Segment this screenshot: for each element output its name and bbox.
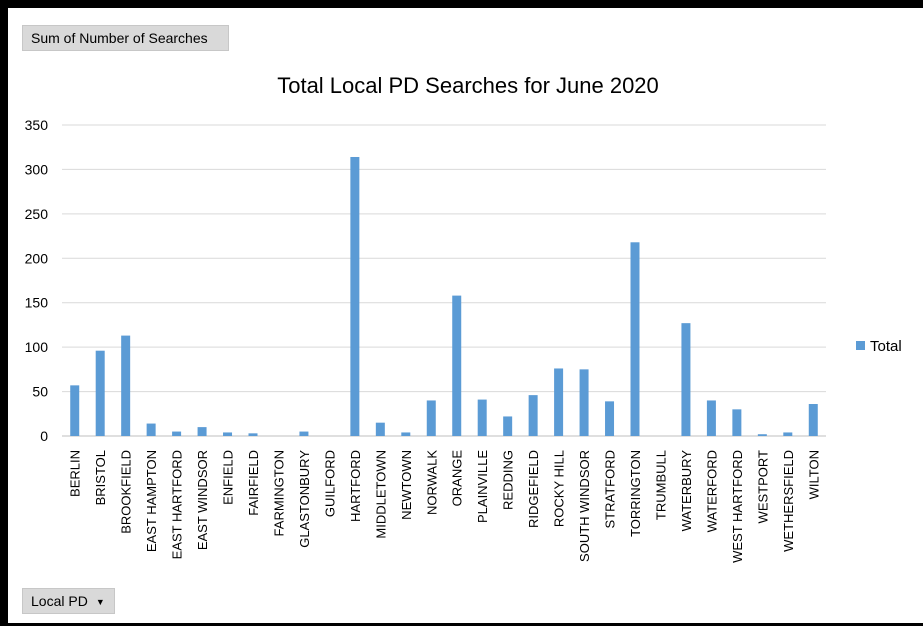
x-tick-label: WESTPORT bbox=[755, 450, 770, 523]
x-tick-label: HARTFORD bbox=[348, 450, 363, 522]
bars bbox=[70, 156, 818, 436]
chart-title: Total Local PD Searches for June 2020 bbox=[277, 73, 659, 98]
x-tick-label: BROOKFIELD bbox=[119, 450, 134, 534]
bar bbox=[452, 295, 462, 436]
x-tick-label: STRATFORD bbox=[603, 450, 618, 528]
bar bbox=[630, 242, 640, 436]
x-tick-label: NORWALK bbox=[424, 450, 439, 515]
bar-chart: 0 50 100 150 200 250 300 350 BERLIN BRISTOL BROOK… bbox=[25, 73, 902, 563]
y-tick-label: 250 bbox=[25, 206, 49, 222]
legend-swatch bbox=[856, 341, 865, 350]
x-tick-label: SOUTH WINDSOR bbox=[577, 450, 592, 562]
axis-field-filter-button[interactable]: Local PD ▼ bbox=[22, 588, 115, 614]
x-axis-ticks: BERLIN BRISTOL BROOKFIELD EAST HAMPTON EAST … bbox=[68, 450, 822, 563]
x-tick-label: EAST HAMPTON bbox=[144, 450, 159, 552]
x-tick-label: GLASTONBURY bbox=[297, 450, 312, 548]
bar bbox=[172, 431, 182, 436]
x-tick-label: BRISTOL bbox=[93, 450, 108, 505]
x-tick-label: ROCKY HILL bbox=[552, 450, 567, 527]
y-tick-label: 300 bbox=[25, 161, 49, 177]
x-tick-label: EAST WINDSOR bbox=[195, 450, 210, 550]
bar bbox=[579, 369, 589, 436]
bar bbox=[146, 423, 156, 436]
x-tick-label: RIDGEFIELD bbox=[526, 450, 541, 528]
bar bbox=[808, 404, 818, 436]
x-tick-label: WETHERSFIELD bbox=[781, 450, 796, 552]
x-tick-label: GUILFORD bbox=[322, 450, 337, 517]
x-tick-label: FARMINGTON bbox=[271, 450, 286, 536]
bar bbox=[95, 350, 105, 436]
y-tick-label: 200 bbox=[25, 250, 49, 266]
bar bbox=[401, 432, 411, 436]
bar bbox=[477, 399, 487, 436]
x-tick-label: WATERFORD bbox=[704, 450, 719, 532]
chart-area: 0 50 100 150 200 250 300 350 BERLIN BRISTOL BROOK… bbox=[8, 8, 923, 623]
bar bbox=[197, 427, 207, 436]
bar bbox=[528, 395, 538, 436]
y-tick-label: 100 bbox=[25, 339, 49, 355]
x-tick-label: NEWTOWN bbox=[399, 450, 414, 520]
x-tick-label: FAIRFIELD bbox=[246, 450, 261, 516]
value-field-button[interactable]: Sum of Number of Searches bbox=[22, 25, 229, 51]
bar bbox=[223, 432, 233, 436]
dropdown-arrow-icon[interactable]: ▼ bbox=[95, 597, 105, 608]
x-tick-label: EAST HARTFORD bbox=[170, 450, 185, 559]
y-tick-label: 0 bbox=[40, 428, 48, 444]
bar bbox=[681, 323, 691, 436]
x-tick-label: MIDDLETOWN bbox=[373, 450, 388, 539]
bar bbox=[350, 156, 360, 436]
gridlines bbox=[62, 124, 826, 437]
x-tick-label: ORANGE bbox=[450, 450, 465, 507]
axis-field-label: Local PD bbox=[31, 593, 88, 609]
bar bbox=[732, 409, 742, 436]
bar bbox=[70, 385, 80, 436]
x-tick-label: TRUMBULL bbox=[653, 450, 668, 520]
legend-label: Total bbox=[870, 338, 902, 355]
bar bbox=[299, 431, 309, 436]
legend[interactable]: Total bbox=[856, 338, 902, 355]
x-tick-label: ENFIELD bbox=[221, 450, 236, 505]
y-axis-ticks: 0 50 100 150 200 250 300 350 bbox=[25, 117, 49, 444]
bar bbox=[605, 401, 615, 436]
x-tick-label: BERLIN bbox=[68, 450, 83, 497]
value-field-label: Sum of Number of Searches bbox=[31, 30, 208, 46]
bar bbox=[554, 368, 564, 436]
bar bbox=[757, 434, 767, 436]
bar bbox=[706, 400, 716, 436]
bar bbox=[121, 335, 131, 436]
bar bbox=[503, 416, 513, 436]
y-tick-label: 350 bbox=[25, 117, 49, 133]
x-tick-label: WEST HARTFORD bbox=[730, 450, 745, 563]
x-tick-label: WILTON bbox=[806, 450, 821, 499]
x-tick-label: REDDING bbox=[501, 450, 516, 510]
bar bbox=[783, 432, 793, 436]
bar bbox=[375, 422, 385, 436]
x-tick-label: WATERBURY bbox=[679, 450, 694, 532]
x-tick-label: PLAINVILLE bbox=[475, 450, 490, 523]
x-tick-label: TORRINGTON bbox=[628, 450, 643, 537]
bar bbox=[248, 433, 258, 436]
bar bbox=[426, 400, 436, 436]
y-tick-label: 150 bbox=[25, 295, 49, 311]
y-tick-label: 50 bbox=[32, 384, 48, 400]
